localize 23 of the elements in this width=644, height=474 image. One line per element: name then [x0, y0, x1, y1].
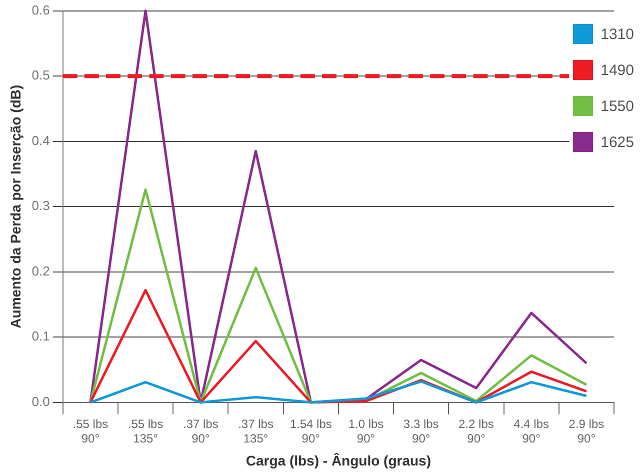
x-tick-label: .55 lbs 135°	[128, 416, 164, 446]
legend-label: 1490	[600, 62, 634, 78]
y-tick-label: 0.1	[32, 328, 50, 344]
x-axis-title: Carga (lbs) - Ângulo (graus)	[246, 452, 431, 468]
x-tick-label: 1.0 lbs 90°	[348, 416, 384, 446]
y-tick-label: 0.2	[32, 263, 50, 278]
y-tick-label: 0.3	[32, 198, 50, 214]
x-tick-label: 2.2 lbs 90°	[458, 416, 494, 446]
x-tick-label: 3.3 lbs 90°	[403, 416, 439, 446]
x-tick-label: 4.4 lbs 90°	[514, 416, 550, 446]
legend-label: 1310	[600, 26, 634, 42]
x-tick-label: .37 lbs 135°	[238, 416, 274, 446]
y-tick-label: 0.4	[32, 132, 50, 148]
legend-label: 1625	[600, 134, 634, 150]
y-axis-title: Aumento da Perda por Inserção (dB)	[7, 84, 24, 328]
x-tick-label: 1.54 lbs 90°	[290, 416, 332, 446]
y-tick-label: 0.0	[32, 394, 50, 409]
legend-label: 1550	[600, 98, 634, 114]
x-tick-label: .55 lbs 90°	[72, 416, 108, 446]
x-tick-label: .37 lbs 90°	[182, 416, 218, 446]
x-tick-label: 2.9 lbs 90°	[568, 416, 604, 446]
y-tick-label: 0.6	[32, 2, 50, 18]
y-tick-label: 0.5	[32, 68, 50, 83]
